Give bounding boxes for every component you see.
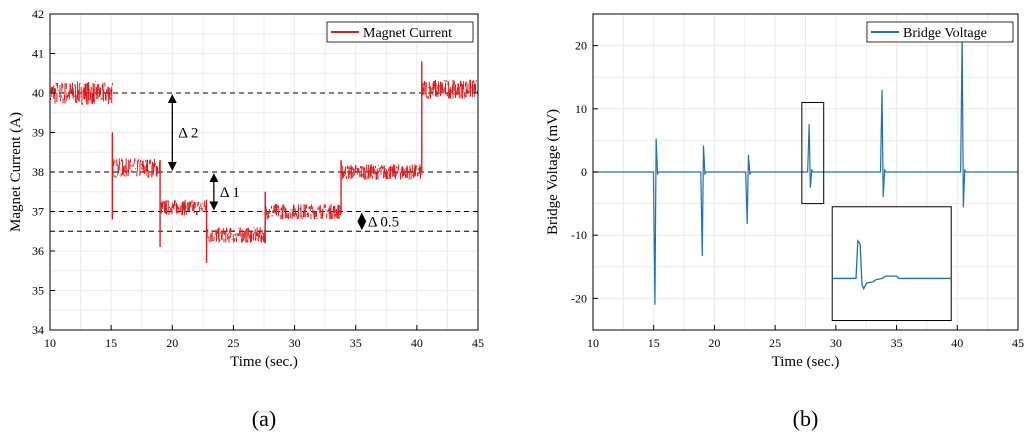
b-y-tick-label: 20 — [575, 39, 587, 53]
a-y-tick-label: 41 — [32, 47, 44, 61]
a-y-tick-label: 36 — [32, 244, 44, 258]
b-y-tick-label: -10 — [571, 228, 587, 242]
a-y-tick-label: 35 — [32, 284, 44, 298]
panel-b-inset — [831, 206, 952, 322]
panel-b-series — [593, 36, 1018, 305]
panel-a-y-ticks: 34 35 36 37 38 39 40 41 42 — [32, 7, 55, 337]
a-y-tick-label: 38 — [32, 165, 44, 179]
b-y-tick-label: -20 — [571, 291, 587, 305]
panel-a-x-axis-label: Time (sec.) — [230, 354, 298, 370]
panel-b-inset-trace — [832, 238, 952, 291]
b-x-tick-label: 25 — [769, 336, 781, 350]
panel-b-series-line — [593, 36, 1018, 305]
panel-a-series-segment — [340, 164, 423, 180]
a-y-tick-label: 42 — [32, 7, 44, 21]
panel-b-label: (b) — [793, 406, 819, 431]
a-x-tick-label: 25 — [227, 336, 239, 350]
panel-a-series-segment — [206, 227, 266, 243]
a-y-tick-label: 37 — [32, 205, 44, 219]
panel-a-label: (a) — [252, 406, 276, 431]
b-x-tick-label: 30 — [830, 336, 842, 350]
a-x-tick-label: 15 — [105, 336, 117, 350]
panel-b-x-axis-label: Time (sec.) — [772, 354, 840, 370]
panel-b-highlight-box — [801, 101, 825, 205]
panel-a-delta-label: Δ 0.5 — [368, 214, 399, 230]
a-x-tick-label: 10 — [44, 336, 56, 350]
b-x-tick-label: 15 — [648, 336, 660, 350]
panel-b-x-ticks: 10 15 20 25 30 35 40 45 — [587, 325, 1024, 350]
a-y-tick-label: 39 — [32, 126, 44, 140]
a-x-tick-label: 45 — [472, 336, 484, 350]
panel-b-y-axis-label: Bridge Voltage (mV) — [545, 109, 561, 235]
a-x-tick-label: 20 — [166, 336, 178, 350]
a-y-tick-label: 40 — [32, 86, 44, 100]
panel-a-series-segment — [111, 158, 161, 178]
panel-b-chart: 10 15 20 25 30 35 40 45 -20 -10 0 10 20 Bridge Volt… — [545, 13, 1024, 431]
panel-a-series — [49, 61, 479, 263]
panel-b-legend-label: Bridge Voltage — [903, 26, 987, 41]
panel-a-y-axis-label: Magnet Current (A) — [8, 112, 24, 232]
panel-b-y-ticks: -20 -10 0 10 20 — [571, 39, 598, 305]
panel-a-legend: Magnet Current — [326, 21, 474, 43]
panel-a-series-segment — [421, 79, 479, 99]
panel-b-legend-box — [866, 21, 1014, 43]
panel-a-delta-label: Δ 2 — [178, 126, 198, 142]
a-x-tick-label: 40 — [411, 336, 423, 350]
b-y-tick-label: 10 — [575, 102, 587, 116]
panel-b-inset-frame — [831, 206, 952, 322]
b-x-tick-label: 40 — [951, 336, 963, 350]
panel-a-legend-box — [326, 21, 474, 43]
panel-a-series-segment — [264, 203, 342, 220]
panel-a-delta-label: Δ 1 — [220, 185, 240, 201]
panel-a-annotations: Δ 2 Δ 1 Δ 0.5 — [167, 94, 399, 230]
a-x-tick-label: 30 — [289, 336, 301, 350]
panel-a-series-segment — [159, 199, 208, 216]
panel-a-legend-label: Magnet Current — [363, 26, 452, 41]
b-x-tick-label: 20 — [708, 336, 720, 350]
a-y-tick-label: 34 — [32, 323, 44, 337]
b-x-tick-label: 45 — [1012, 336, 1024, 350]
a-x-tick-label: 35 — [350, 336, 362, 350]
panel-b-legend: Bridge Voltage — [866, 21, 1014, 43]
b-y-tick-label: 0 — [581, 165, 587, 179]
b-x-tick-label: 10 — [587, 336, 599, 350]
panel-a-x-ticks: 10 15 20 25 30 35 40 45 — [44, 325, 484, 350]
b-x-tick-label: 35 — [891, 336, 903, 350]
